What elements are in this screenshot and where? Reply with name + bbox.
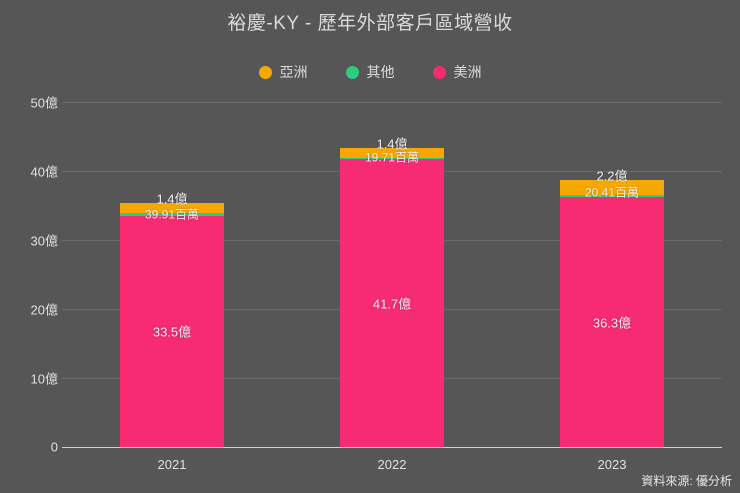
y-axis-tick-label: 40億 — [30, 164, 58, 180]
x-axis-tick-label-2023: 2023 — [597, 457, 627, 472]
legend-item-美洲[interactable]: 美洲 — [432, 62, 482, 82]
x-axis-baseline — [62, 447, 722, 448]
legend-item-其他[interactable]: 其他 — [345, 62, 395, 82]
bar-segment-2021-美洲[interactable] — [120, 215, 224, 447]
bar-group-2022[interactable] — [340, 102, 444, 447]
y-axis-tick-label: 30億 — [30, 233, 58, 249]
bar-segment-2021-亞洲[interactable] — [120, 203, 224, 214]
bar-segment-2023-亞洲[interactable] — [560, 179, 664, 196]
legend-swatch-icon — [432, 65, 446, 79]
y-axis-tick-label: 20億 — [30, 302, 58, 318]
chart-title: 裕慶-KY - 歷年外部客戶區域營收 — [227, 13, 513, 34]
bar-segment-2023-其他[interactable] — [560, 195, 664, 197]
bar-group-2021[interactable] — [120, 102, 224, 447]
chart-legend: 亞洲 其他 美洲 — [0, 62, 740, 82]
x-axis-tick-label-2021: 2021 — [157, 457, 187, 472]
legend-item-label: 亞洲 — [279, 64, 308, 80]
gridline — [62, 102, 722, 103]
bar-segment-2022-其他[interactable] — [340, 157, 444, 160]
source-note: 資料來源: 優分析 — [641, 474, 732, 488]
y-axis-tick-label: 50億 — [30, 95, 58, 111]
legend-item-label: 美洲 — [453, 64, 482, 80]
legend-swatch-icon — [258, 65, 272, 79]
legend-item-亞洲[interactable]: 亞洲 — [258, 62, 308, 82]
plot-area: 33.5億 39.91百萬 1.4億 41.7億 19.71百萬 1.4億 36.3億 20.… — [62, 102, 722, 447]
bar-segment-2023-美洲[interactable] — [560, 196, 664, 447]
bar-segment-2021-其他[interactable] — [120, 213, 224, 216]
y-axis-tick-label: 0 — [50, 439, 58, 455]
legend-item-label: 其他 — [366, 64, 395, 80]
legend-swatch-icon — [345, 65, 359, 79]
y-axis-tick-label: 10億 — [30, 371, 58, 387]
x-axis-tick-label-2022: 2022 — [377, 457, 407, 472]
bar-segment-2022-亞洲[interactable] — [340, 148, 444, 158]
bar-segment-2022-美洲[interactable] — [340, 159, 444, 447]
y-axis: 0 10億 20億 30億 40億 50億 — [0, 0, 58, 493]
bar-group-2023[interactable] — [560, 102, 664, 447]
